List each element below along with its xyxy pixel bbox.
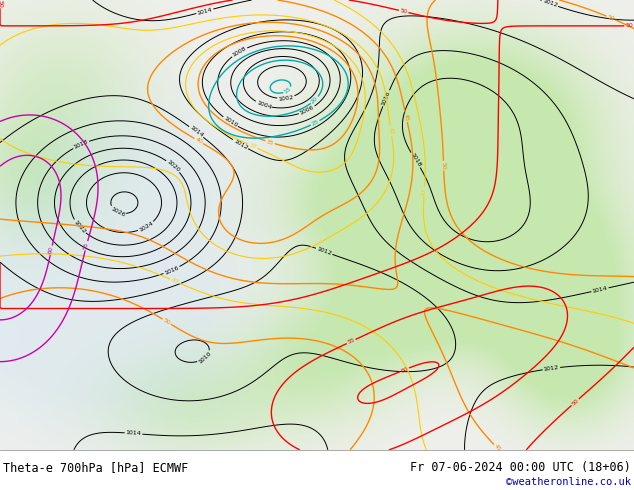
Text: 37: 37 [248,142,257,150]
Text: 55: 55 [347,338,356,345]
Text: 55: 55 [83,242,90,250]
Text: 47: 47 [170,277,179,285]
Text: 1004: 1004 [256,100,272,110]
Text: 1012: 1012 [543,365,559,372]
Text: 25: 25 [311,119,320,127]
Text: 50: 50 [162,318,171,326]
Text: 1006: 1006 [299,105,315,116]
Text: 50: 50 [441,162,446,170]
Text: ©weatheronline.co.uk: ©weatheronline.co.uk [506,477,631,487]
Text: 40: 40 [194,137,204,145]
Text: 1010: 1010 [223,116,238,128]
Text: 1002: 1002 [278,95,294,101]
Text: 1014: 1014 [592,286,608,294]
Text: 50: 50 [399,8,408,15]
Text: 50: 50 [571,398,579,407]
Text: 50: 50 [607,14,616,22]
Text: 1016: 1016 [164,265,179,276]
Text: 1024: 1024 [138,220,154,233]
Text: 1026: 1026 [110,206,126,218]
Text: 45: 45 [403,113,410,122]
Text: 1018: 1018 [73,139,89,150]
Text: 1014: 1014 [126,430,141,437]
Text: 1012: 1012 [316,246,332,256]
Text: 60: 60 [48,246,55,255]
Text: 1012: 1012 [541,0,558,8]
Text: 42: 42 [388,126,394,135]
Text: 1020: 1020 [165,159,181,173]
Text: 50: 50 [0,0,3,7]
Text: 47: 47 [422,188,427,196]
Text: 1014: 1014 [188,125,204,139]
Text: 1008: 1008 [231,46,247,58]
Text: Fr 07-06-2024 00:00 UTC (18+06): Fr 07-06-2024 00:00 UTC (18+06) [410,461,631,474]
Text: 20: 20 [310,96,319,105]
Text: 35: 35 [266,139,275,146]
Text: 50: 50 [625,24,633,28]
Text: 1010: 1010 [198,351,212,365]
Text: 1012: 1012 [233,138,249,150]
Text: 1016: 1016 [381,90,391,106]
Text: 1014: 1014 [197,7,213,16]
Text: 1022: 1022 [72,219,86,234]
Text: Theta-e 700hPa [hPa] ECMWF: Theta-e 700hPa [hPa] ECMWF [3,461,188,474]
Text: 45: 45 [493,443,502,453]
Text: 1018: 1018 [410,152,422,168]
Text: 60: 60 [400,366,409,373]
Text: 15: 15 [283,86,292,95]
